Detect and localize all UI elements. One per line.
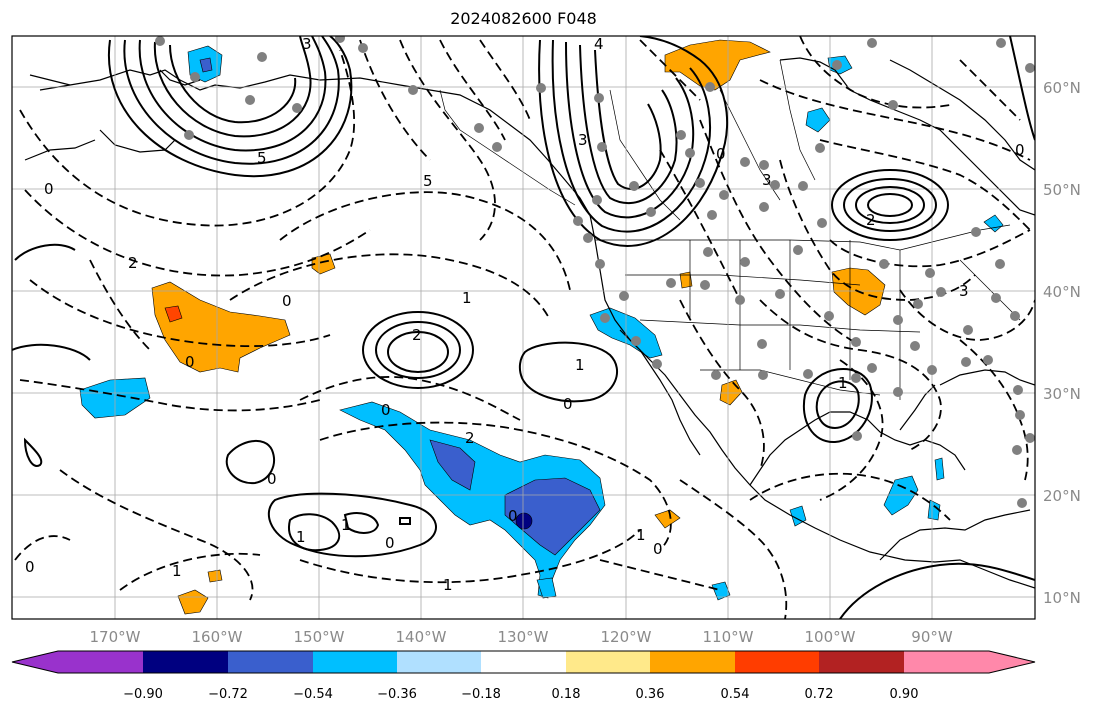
map-frame <box>11 35 1036 620</box>
longitude-labels: 170°W 160°W 150°W 140°W 130°W 120°W 110°… <box>90 628 953 646</box>
lat-label: 10°N <box>1043 589 1081 607</box>
lat-label: 40°N <box>1043 283 1081 301</box>
contour-label: 2 <box>465 429 475 447</box>
contour-label: 0 <box>282 292 292 310</box>
contour-label: 0 <box>1015 141 1025 159</box>
colorbar-swatch <box>143 651 228 673</box>
lon-label: 100°W <box>805 628 856 646</box>
colorbar-swatch <box>566 651 650 673</box>
contour-label: 3 <box>959 282 969 300</box>
contour-label: 0 <box>563 395 573 413</box>
colorbar-swatch <box>650 651 735 673</box>
colorbar-swatch <box>228 651 313 673</box>
contour-label: 0 <box>267 470 277 488</box>
colorbar-tick-label: −0.18 <box>461 687 501 702</box>
colorbar-tick-label: 0.72 <box>805 687 834 702</box>
contour-label: 0 <box>653 540 663 558</box>
contour-label: 3 <box>578 131 588 149</box>
colorbar-tick-label: 0.18 <box>552 687 581 702</box>
lat-label: 30°N <box>1043 385 1081 403</box>
colorbar-swatch <box>481 651 566 673</box>
contour-label: 1 <box>838 374 848 392</box>
contour-label: 5 <box>257 149 267 167</box>
pos-region-west-pacific <box>151 281 291 373</box>
colorbar-swatch <box>313 651 397 673</box>
lon-label: 160°W <box>192 628 243 646</box>
contour-label: 0 <box>716 145 726 163</box>
latitude-labels: 60°N 50°N 40°N 30°N 20°N 10°N <box>1043 79 1081 607</box>
colorbar-swatch <box>819 651 904 673</box>
contour-label: 4 <box>594 35 604 53</box>
lon-label: 110°W <box>703 628 754 646</box>
colorbar-swatch <box>58 651 143 673</box>
lon-label: 170°W <box>90 628 141 646</box>
contour-label: 1 <box>462 289 472 307</box>
lat-label: 20°N <box>1043 487 1081 505</box>
solid-contours <box>12 36 1035 619</box>
negative-shading <box>79 45 1004 601</box>
pos-region-core <box>164 305 183 323</box>
colorbar-tick-label: −0.54 <box>293 687 333 702</box>
map-plot-area: 3 4 5 5 2 0 0 0 2 1 1 0 2 0 1 1 0 0 3 0 … <box>12 35 1035 619</box>
contour-label: 1 <box>443 576 453 594</box>
colorbar-tick-label: −0.72 <box>208 687 248 702</box>
contour-label: 3 <box>302 35 312 53</box>
contour-label: 1 <box>636 526 646 544</box>
lat-label: 50°N <box>1043 181 1081 199</box>
colorbar-tick-label: −0.90 <box>123 687 163 702</box>
neg-region-central-pacific <box>339 401 606 599</box>
contour-label: 1 <box>296 528 306 546</box>
contour-label: 5 <box>423 172 433 190</box>
lon-label: 140°W <box>396 628 447 646</box>
colorbar-tick-label: 0.90 <box>890 687 919 702</box>
colorbar-swatch <box>904 651 989 673</box>
contour-label: 2 <box>412 326 422 344</box>
colorbar-swatch <box>12 651 58 673</box>
colorbar-swatch <box>397 651 481 673</box>
pos-region-canada <box>664 39 771 91</box>
colorbar-tick-label: 0.36 <box>636 687 665 702</box>
contour-label: 0 <box>385 534 395 552</box>
contour-label: 0 <box>508 507 518 525</box>
contour-label: 1 <box>575 356 585 374</box>
colorbar-tick-label: 0.54 <box>721 687 750 702</box>
contour-label: 0 <box>25 558 35 576</box>
contour-labels: 3 4 5 5 2 0 0 0 2 1 1 0 2 0 1 1 0 0 3 0 … <box>25 35 1025 594</box>
colorbar-swatch <box>989 651 1035 673</box>
contour-label: 3 <box>762 171 772 189</box>
lon-label: 130°W <box>498 628 549 646</box>
contour-label: 0 <box>381 401 391 419</box>
lon-label: 90°W <box>911 628 953 646</box>
lon-label: 150°W <box>294 628 345 646</box>
contour-label: 2 <box>866 211 876 229</box>
contour-label: 0 <box>185 353 195 371</box>
coastlines <box>24 57 1035 589</box>
dashed-contours <box>14 36 1035 619</box>
contour-label: 1 <box>341 516 351 534</box>
colorbar: −0.90 −0.72 −0.54 −0.36 −0.18 0.18 0.36 … <box>11 650 1036 702</box>
station-markers <box>155 36 1035 508</box>
contour-label: 1 <box>172 562 182 580</box>
lat-label: 60°N <box>1043 79 1081 97</box>
contour-label: 2 <box>128 254 138 272</box>
neg-region-center <box>515 512 533 530</box>
contour-label: 0 <box>44 180 54 198</box>
lon-label: 120°W <box>601 628 652 646</box>
colorbar-swatch <box>735 651 819 673</box>
neg-region-bc <box>805 107 831 133</box>
map-title: 2024082600 F048 <box>450 9 597 28</box>
colorbar-tick-label: −0.36 <box>377 687 417 702</box>
